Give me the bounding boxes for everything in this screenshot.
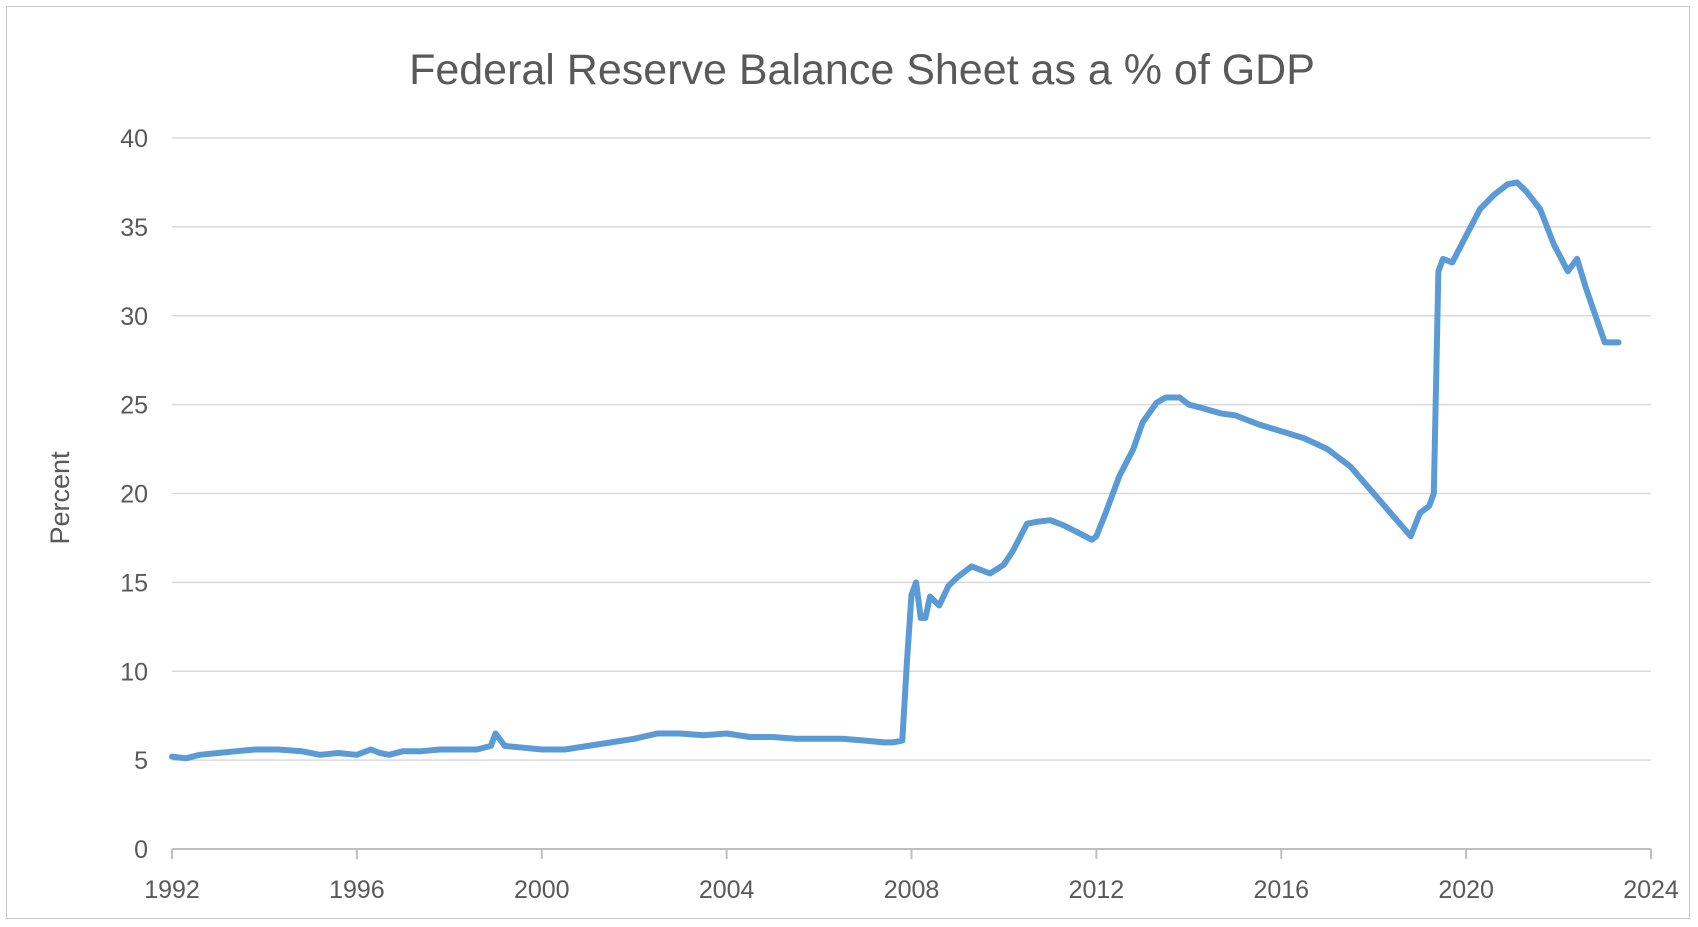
- y-axis-tick-labels: 0 5 10 15 20 25 30 35 40: [120, 125, 148, 864]
- x-tick-label: 2012: [1069, 876, 1125, 904]
- y-tick-label: 0: [134, 836, 148, 864]
- x-tick-label: 1992: [144, 876, 200, 904]
- y-tick-label: 20: [120, 481, 148, 509]
- x-tick-label: 2004: [699, 876, 755, 904]
- x-tick-label: 2024: [1623, 876, 1679, 904]
- y-tick-label: 25: [120, 392, 148, 420]
- x-tick-label: 2008: [884, 876, 940, 904]
- y-axis-title: Percent: [45, 451, 75, 545]
- y-tick-label: 35: [120, 214, 148, 242]
- y-tick-label: 40: [120, 125, 148, 153]
- y-tick-label: 5: [134, 747, 148, 775]
- y-tick-label: 30: [120, 303, 148, 331]
- chart-svg: Federal Reserve Balance Sheet as a % of …: [45, 46, 1679, 904]
- x-axis-tick-marks: [171, 849, 1652, 859]
- chart-frame: Federal Reserve Balance Sheet as a % of …: [6, 6, 1690, 919]
- x-axis-tick-labels: 1992 1996 2000 2004 2008 2012 2016 2020 2024: [144, 876, 1679, 904]
- series-line-0: [169, 179, 1622, 762]
- gridlines: [172, 137, 1651, 761]
- x-tick-label: 2016: [1253, 876, 1309, 904]
- y-tick-label: 15: [120, 569, 148, 597]
- x-tick-label: 1996: [329, 876, 385, 904]
- chart-title: Federal Reserve Balance Sheet as a % of …: [409, 46, 1315, 94]
- series-layer: [169, 179, 1622, 762]
- x-tick-label: 2000: [514, 876, 570, 904]
- x-tick-label: 2020: [1438, 876, 1494, 904]
- y-tick-label: 10: [120, 658, 148, 686]
